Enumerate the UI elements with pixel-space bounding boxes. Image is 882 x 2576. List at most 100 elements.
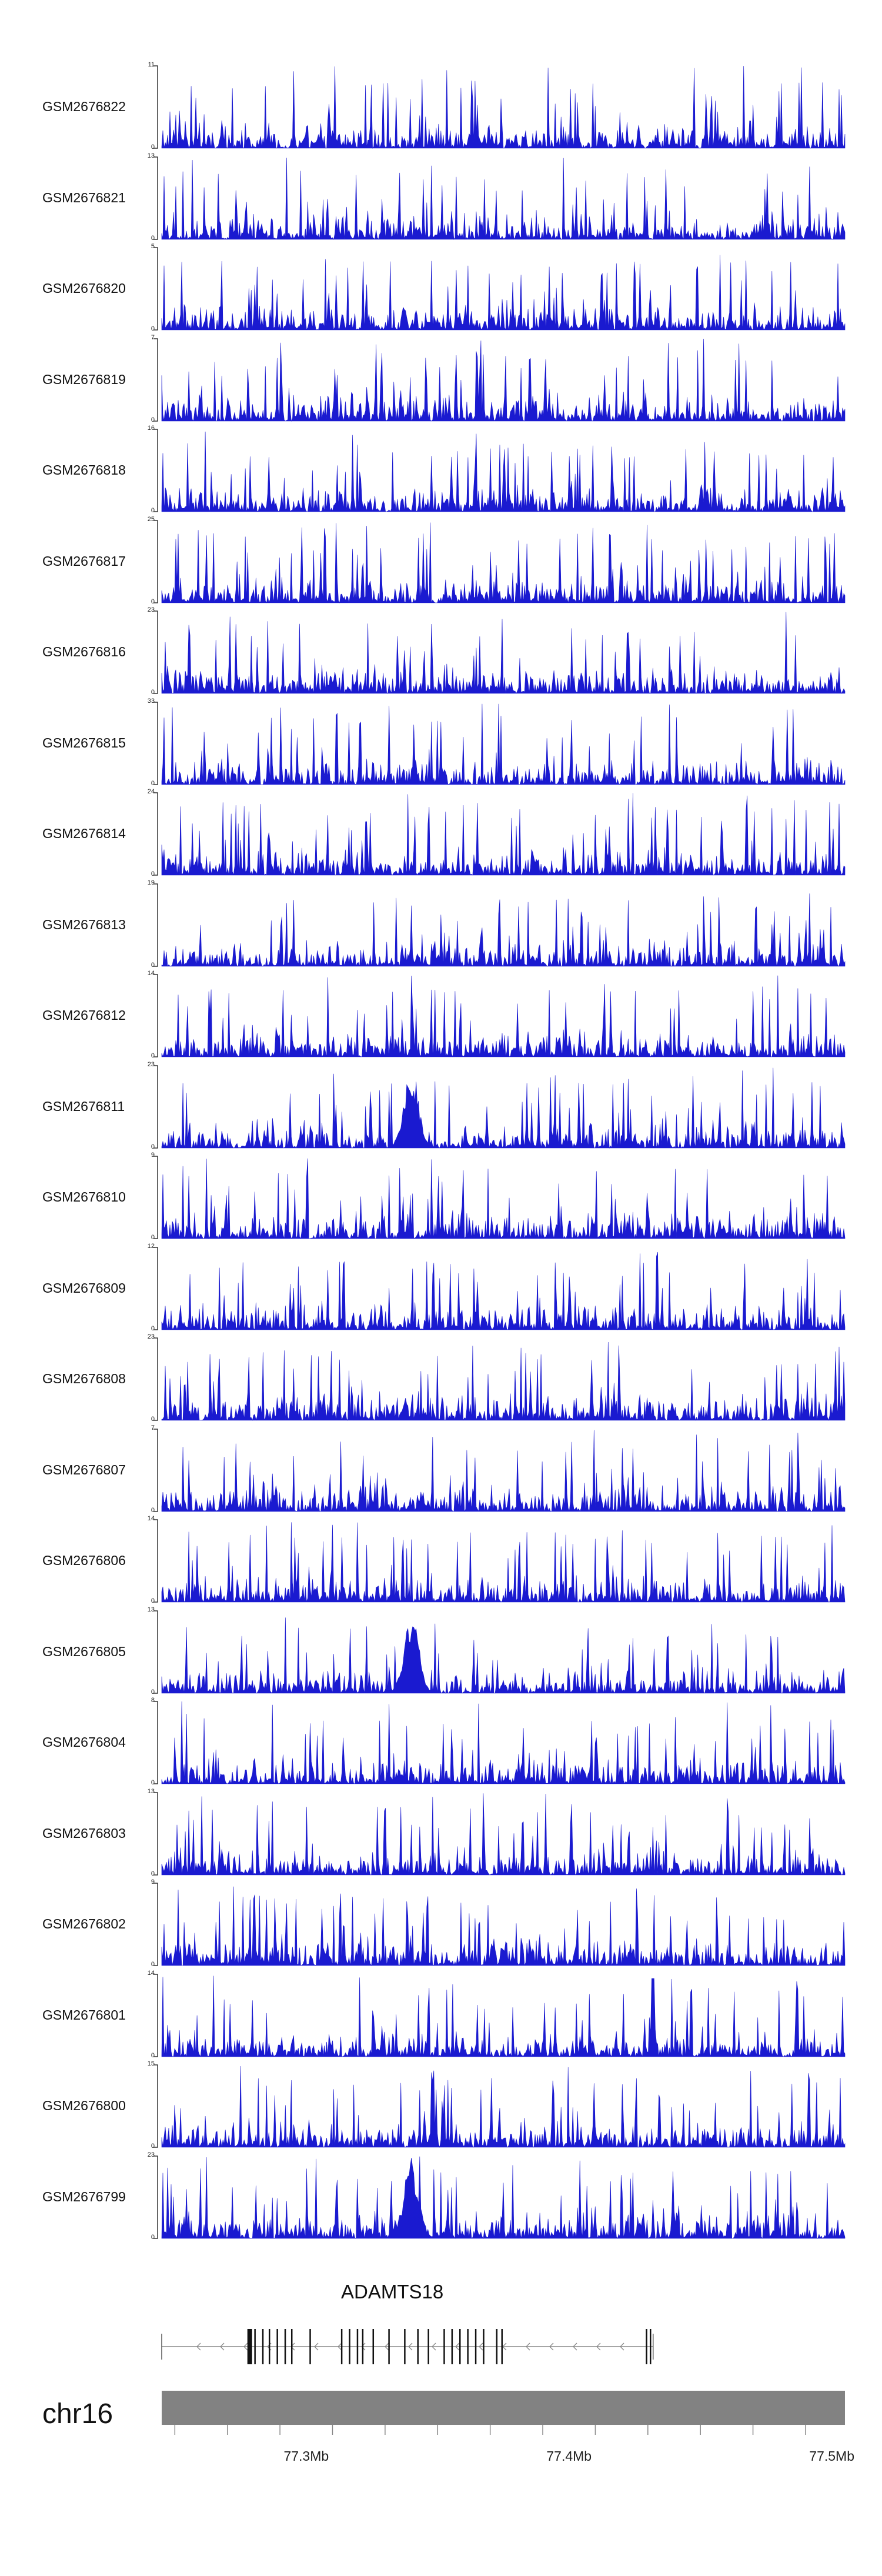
y-tick-max: 11 [148, 61, 155, 68]
y-tick-max: 19 [147, 879, 155, 886]
y-axis [153, 792, 158, 876]
track-GSM2676816: GSM2676816 23 0 [0, 606, 882, 696]
coverage-plot [153, 1610, 846, 1694]
track-label: GSM2676810 [42, 1189, 126, 1204]
y-tick-min: 0 [151, 2233, 155, 2241]
exon [262, 2329, 264, 2364]
coverage-signal [161, 1430, 846, 1512]
y-tick-max: 16 [147, 425, 155, 432]
y-tick-max: 13 [147, 1606, 155, 1613]
strand-arrow [385, 2343, 389, 2351]
strand-arrow [455, 2343, 460, 2351]
coverage-plot [153, 1065, 846, 1149]
track-GSM2676817: GSM2676817 25 0 [0, 516, 882, 605]
coverage-signal [161, 793, 846, 876]
coverage-signal [161, 522, 846, 603]
y-axis [153, 1337, 158, 1421]
y-tick-min: 0 [151, 1052, 155, 1059]
y-tick-min: 0 [151, 598, 155, 605]
track-GSM2676805: GSM2676805 13 0 [0, 1606, 882, 1696]
track-GSM2676812: GSM2676812 14 0 [0, 970, 882, 1059]
y-tick-max: 23 [147, 1060, 155, 1068]
exon [451, 2329, 453, 2364]
track-label: GSM2676803 [42, 1825, 126, 1841]
strand-arrow [338, 2343, 342, 2351]
y-tick-min: 0 [151, 507, 155, 514]
coverage-signal [161, 975, 846, 1058]
y-tick-min: 0 [151, 1234, 155, 1241]
y-tick-max: 33 [147, 697, 155, 705]
y-tick-min: 0 [151, 779, 155, 787]
y-axis [153, 974, 158, 1057]
y-axis [153, 1428, 158, 1512]
coverage-plot [153, 1246, 846, 1330]
track-label: GSM2676818 [42, 462, 126, 478]
chromosome-label: chr16 [42, 2398, 113, 2430]
y-tick-max: 23 [147, 606, 155, 613]
exon [268, 2329, 270, 2364]
y-tick-min: 0 [151, 1688, 155, 1696]
track-label: GSM2676805 [42, 1643, 126, 1659]
coverage-signal [161, 1886, 846, 1966]
track-label: GSM2676815 [42, 735, 126, 750]
y-axis [153, 883, 158, 967]
exon [467, 2329, 469, 2364]
y-axis [153, 610, 158, 694]
coverage-plot [153, 883, 846, 967]
y-tick-min: 0 [151, 1506, 155, 1514]
exon [646, 2329, 647, 2364]
track-GSM2676820: GSM2676820 5 0 [0, 243, 882, 332]
gene-label: ADAMTS18 [341, 2281, 444, 2303]
y-tick-min: 0 [151, 144, 155, 151]
gene-model [161, 2329, 654, 2364]
y-tick-min: 0 [151, 961, 155, 969]
y-tick-min: 0 [151, 1597, 155, 1604]
track-label: GSM2676800 [42, 2098, 126, 2113]
track-GSM2676800: GSM2676800 15 0 [0, 2060, 882, 2150]
y-tick-min: 0 [151, 2143, 155, 2150]
coverage-signal [161, 1701, 846, 1785]
coverage-signal [161, 1158, 846, 1239]
y-axis [153, 1883, 158, 1966]
y-tick-max: 9 [151, 1152, 155, 1159]
exon [475, 2329, 477, 2364]
y-tick-max: 15 [147, 2060, 155, 2067]
chromosome-axis [162, 2391, 845, 2435]
track-label: GSM2676807 [42, 1461, 126, 1477]
coverage-plot [153, 792, 846, 876]
track-GSM2676811: GSM2676811 23 0 [0, 1061, 882, 1150]
coverage-signal [161, 338, 846, 422]
exon [247, 2329, 252, 2364]
track-GSM2676814: GSM2676814 24 0 [0, 788, 882, 877]
exon [362, 2329, 364, 2364]
track-label: GSM2676801 [42, 2007, 126, 2023]
coverage-plot [153, 2064, 846, 2148]
y-tick-min: 0 [151, 234, 155, 242]
track-GSM2676813: GSM2676813 19 0 [0, 879, 882, 969]
exon [650, 2329, 652, 2364]
gene-track [0, 2270, 882, 2376]
strand-arrow [573, 2343, 577, 2351]
coverage-plot [153, 974, 846, 1058]
y-tick-min: 0 [151, 2051, 155, 2059]
coverage-plot [153, 1337, 846, 1421]
coverage-tracks: GSM2676822 11 0 GSM2676821 13 0 GSM2676820 5 0 GS… [0, 61, 882, 2241]
coverage-signal [161, 431, 846, 512]
track-GSM2676801: GSM2676801 14 0 [0, 1970, 882, 2059]
track-GSM2676808: GSM2676808 23 0 [0, 1333, 882, 1423]
y-axis [153, 519, 158, 603]
exon [254, 2329, 256, 2364]
y-tick-min: 0 [151, 325, 155, 332]
y-tick-max: 8 [151, 1697, 155, 1704]
y-tick-min: 0 [151, 416, 155, 423]
coverage-signal [161, 1522, 846, 1603]
track-label: GSM2676822 [42, 99, 126, 114]
y-axis [153, 1065, 158, 1149]
y-axis [153, 156, 158, 240]
exon [427, 2329, 429, 2364]
coverage-plot [153, 429, 846, 512]
coverage-signal [161, 1793, 846, 1876]
coverage-plot [153, 1973, 846, 2057]
y-tick-min: 0 [151, 1961, 155, 1968]
y-tick-max: 13 [147, 152, 155, 159]
